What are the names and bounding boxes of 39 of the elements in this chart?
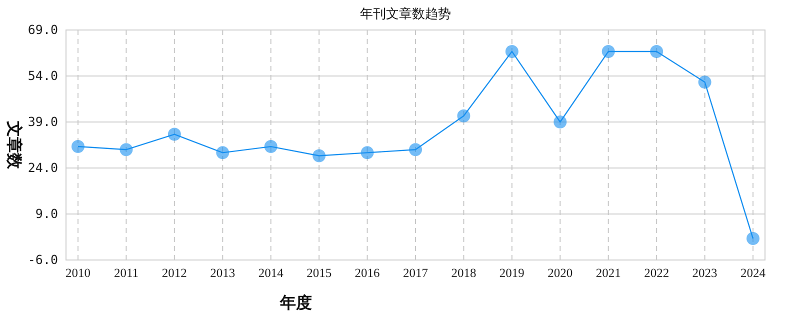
- point: [650, 44, 664, 58]
- point: [505, 44, 518, 58]
- y-tick-label: 39.0: [28, 114, 58, 129]
- point: [360, 146, 374, 160]
- y-tick-label: 54.0: [28, 68, 58, 83]
- point: [216, 146, 230, 160]
- x-tick-label: 2022: [644, 266, 670, 280]
- point: [554, 116, 567, 128]
- x-tick-label: 2012: [162, 266, 187, 280]
- y-tick-label: 69.0: [28, 22, 58, 37]
- x-tick-label: 2017: [403, 266, 428, 280]
- point: [698, 76, 712, 89]
- y-tick-label: 9.0: [35, 206, 58, 221]
- point: [120, 143, 133, 156]
- x-axis-title: 年度: [279, 293, 312, 312]
- x-tick-label: 2018: [451, 266, 476, 280]
- x-tick-label: 2021: [596, 266, 621, 280]
- y-tick-label: 24.0: [28, 160, 58, 175]
- x-tick-label: 2011: [114, 266, 138, 280]
- x-tick-label: 2024: [740, 266, 766, 280]
- x-tick-label: 2010: [66, 266, 90, 280]
- x-tick-label: 2013: [210, 266, 236, 280]
- chart-title: 年刊文章数趋势: [360, 6, 451, 21]
- point: [457, 109, 470, 122]
- x-tick-label: 2023: [692, 266, 718, 280]
- point: [72, 140, 84, 154]
- point: [746, 232, 760, 246]
- point: [602, 44, 615, 58]
- point: [168, 128, 181, 141]
- x-tick-label: 2020: [548, 266, 573, 280]
- point: [264, 140, 278, 154]
- y-axis-title: 文章数: [5, 120, 23, 170]
- y-tick-label: -6.0: [28, 252, 58, 267]
- point: [312, 149, 326, 162]
- x-tick-label: 2014: [258, 266, 284, 280]
- point: [409, 143, 422, 156]
- x-tick-label: 2019: [499, 266, 524, 280]
- x-tick-label: 2016: [354, 266, 380, 280]
- x-tick-label: 2015: [306, 266, 332, 280]
